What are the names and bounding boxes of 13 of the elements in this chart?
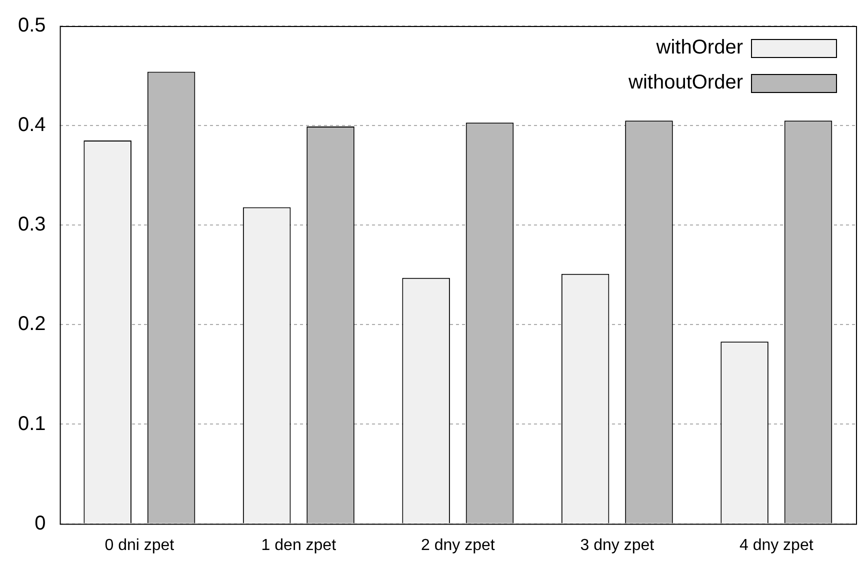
y-tick-label: 0	[34, 512, 46, 534]
x-tick-label: 1 den zpet	[261, 536, 337, 554]
y-tick-label: 0.2	[18, 313, 46, 336]
x-tick-label: 0 dni zpet	[104, 536, 175, 554]
y-tick-label: 0.3	[18, 214, 46, 236]
y-tick-label: 0.5	[18, 14, 46, 37]
legend-label: withOrder	[655, 36, 744, 59]
y-tick-label: 0.4	[18, 114, 46, 136]
legend-label: withoutOrder	[628, 72, 744, 94]
y-tick-label: 0.1	[18, 412, 46, 435]
x-tick-label: 2 dny zpet	[420, 536, 496, 554]
x-tick-label: 3 dny zpet	[580, 536, 655, 554]
x-tick-label: 4 dny zpet	[739, 536, 814, 554]
